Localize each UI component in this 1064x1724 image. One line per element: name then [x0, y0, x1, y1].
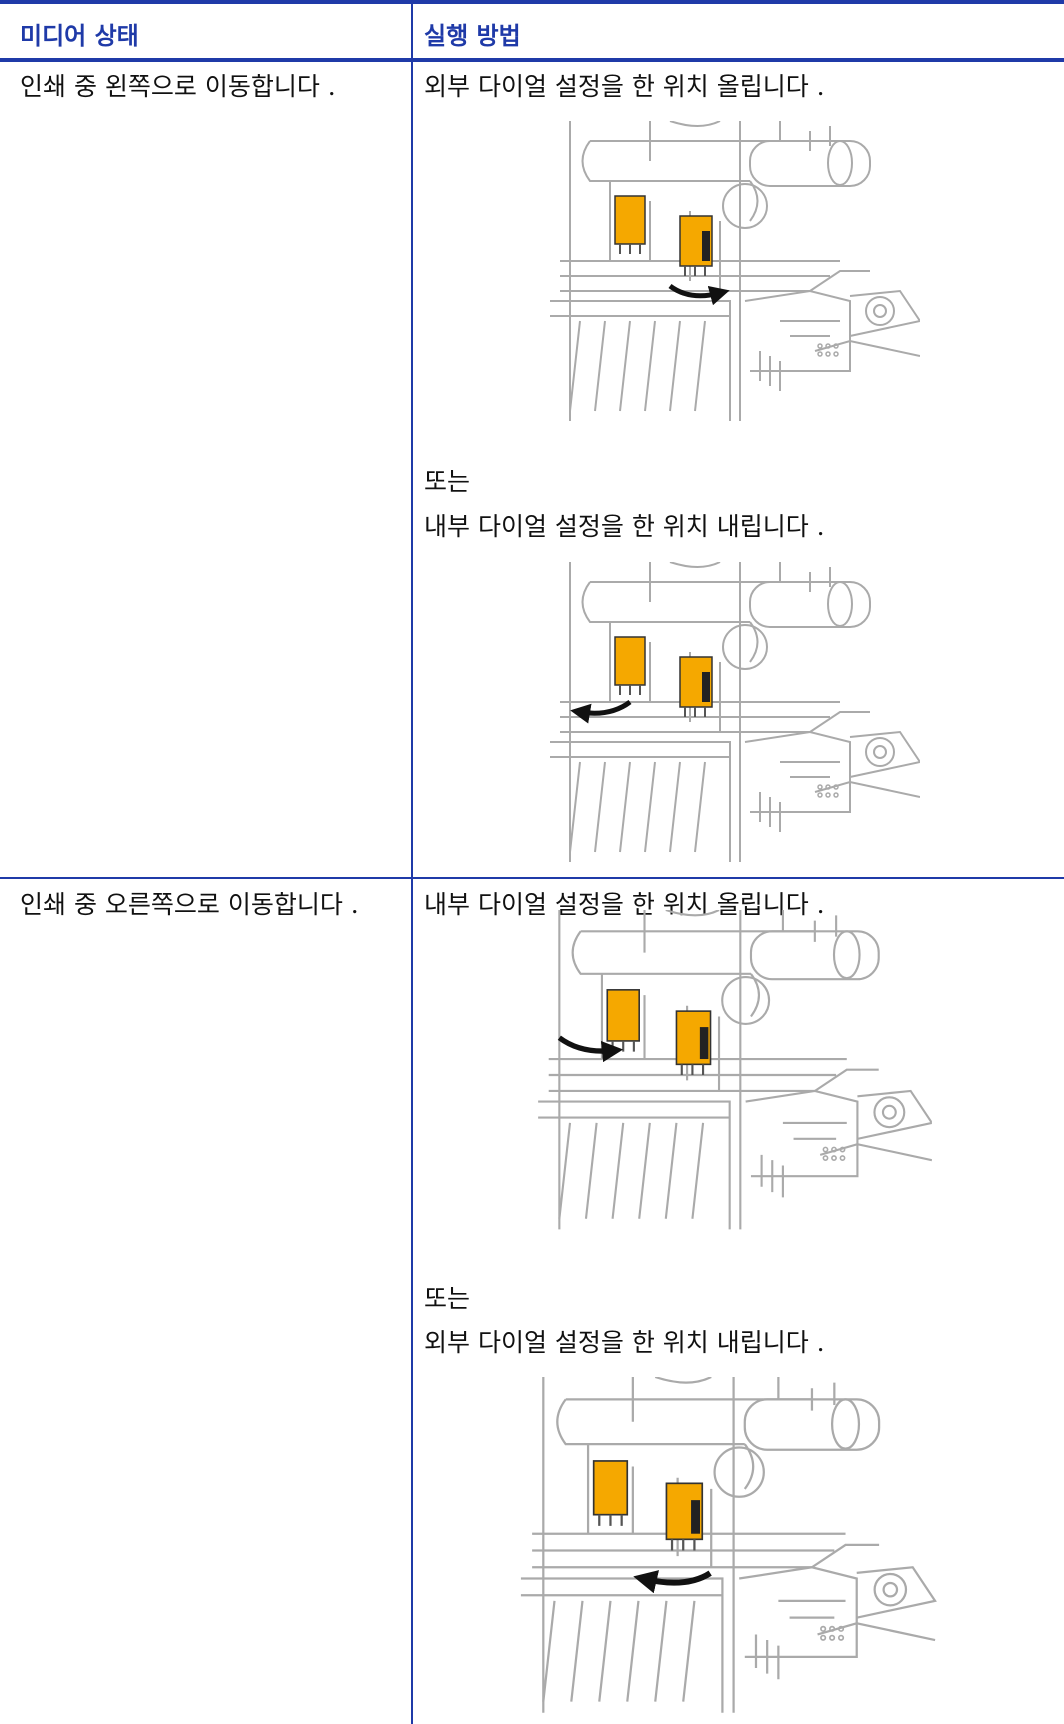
action: 외부 다이얼 설정을 한 위치 올립니다 . [424, 72, 825, 101]
or-label: 또는 [424, 1284, 471, 1313]
header-cell: 실행 방법 [424, 22, 521, 50]
or-label: 또는 [424, 467, 471, 496]
illustration [532, 910, 938, 1240]
illustration [532, 121, 938, 431]
column-divider [411, 0, 413, 1724]
action: 내부 다이얼 설정을 한 위치 올립니다 . [424, 890, 825, 919]
action: 내부 다이얼 설정을 한 위치 내립니다 . [424, 512, 825, 541]
header-border [0, 58, 1064, 62]
illustration [508, 1377, 948, 1724]
row-divider [0, 877, 1064, 879]
illustration [532, 562, 938, 872]
header-cell: 미디어 상태 [20, 22, 139, 50]
action: 외부 다이얼 설정을 한 위치 내립니다 . [424, 1328, 825, 1357]
condition: 인쇄 중 왼쪽으로 이동합니다 . [20, 72, 336, 101]
table-top-border [0, 0, 1064, 4]
condition: 인쇄 중 오른쪽으로 이동합니다 . [20, 890, 359, 919]
